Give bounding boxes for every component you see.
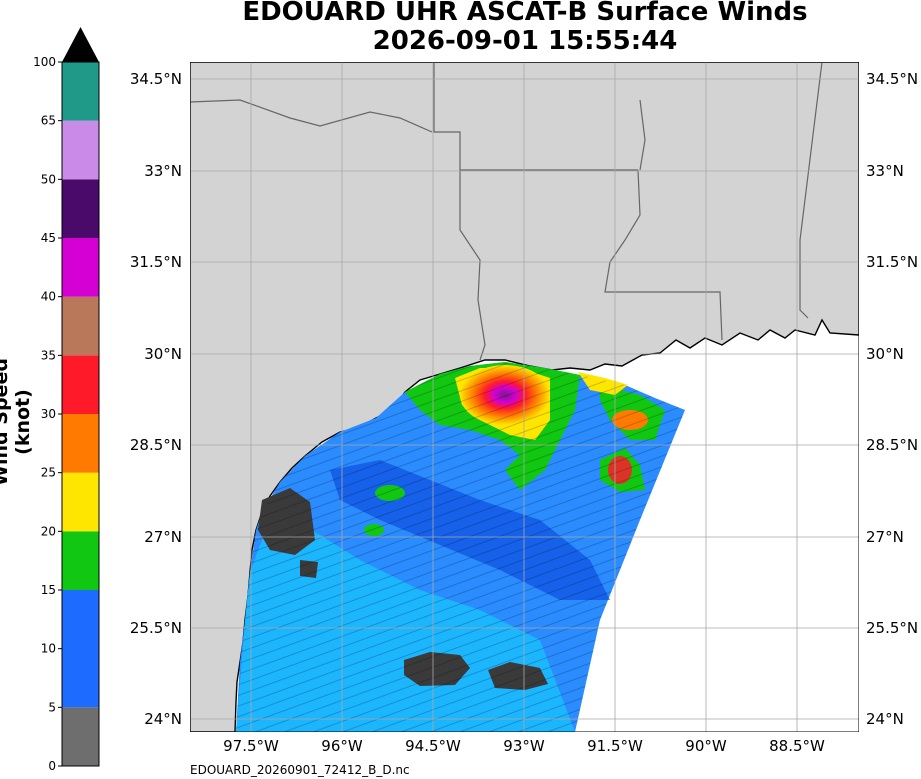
source-filename: EDOUARD_20260901_72412_B_D.nc (190, 763, 410, 777)
colorbar-tick-label: 25 (41, 466, 56, 480)
latitude-label: 33°N (144, 162, 182, 180)
latitude-label: 28.5°N (130, 436, 182, 454)
longitude-labels: 97.5°W 96°W 94.5°W 93°W 91.5°W 90°W 88.5°W (223, 737, 825, 755)
colorbar-tick-label: 30 (41, 407, 56, 421)
longitude-label: 96°W (321, 737, 363, 755)
colorbar-extend-arrow (62, 27, 99, 62)
gridlines (190, 62, 859, 732)
colorbar-segment (62, 707, 99, 766)
longitude-label: 91.5°W (587, 737, 643, 755)
colorbar-tick-label: 50 (41, 172, 56, 186)
colorbar-segment (62, 238, 99, 297)
latitude-label: 30°N (866, 345, 904, 363)
latitude-label: 31.5°N (130, 253, 182, 271)
longitude-label: 90°W (685, 737, 727, 755)
colorbar-segment (62, 179, 99, 238)
latitude-label: 25.5°N (130, 619, 182, 637)
colorbar-tick-label: 15 (41, 583, 56, 597)
longitude-label: 88.5°W (769, 737, 825, 755)
colorbar-segment (62, 590, 99, 708)
colorbar-tick-label: 35 (41, 348, 56, 362)
map-panel (190, 62, 859, 732)
latitude-label: 27°N (144, 528, 182, 546)
latitude-label: 31.5°N (866, 253, 918, 271)
latitude-label: 27°N (866, 528, 904, 546)
colorbar (61, 61, 100, 767)
colorbar-ticks: 0 5 10 15 20 25 30 35 40 45 50 65 100 (33, 55, 62, 773)
colorbar-tick-label: 5 (48, 700, 56, 714)
colorbar-tick-label: 65 (41, 114, 56, 128)
latitude-label: 33°N (866, 162, 904, 180)
title-line-1: EDOUARD UHR ASCAT-B Surface Winds (242, 0, 808, 27)
colorbar-tick-label: 0 (48, 759, 56, 773)
colorbar-segment (62, 531, 99, 590)
longitude-label: 93°W (503, 737, 545, 755)
latitude-label: 24°N (866, 710, 904, 728)
map-title: EDOUARD UHR ASCAT-B Surface Winds 2026-0… (190, 0, 860, 56)
colorbar-tick-label: 20 (41, 524, 56, 538)
latitude-label: 28.5°N (866, 436, 918, 454)
latitude-label: 30°N (144, 345, 182, 363)
latitude-labels-left: 34.5°N 33°N 31.5°N 30°N 28.5°N 27°N 25.5°N 24°N (130, 70, 182, 728)
latitude-label: 24°N (144, 710, 182, 728)
latitude-label: 34.5°N (130, 70, 182, 88)
title-line-2: 2026-09-01 15:55:44 (372, 26, 678, 56)
longitude-label: 97.5°W (223, 737, 279, 755)
colorbar-tick-label: 10 (41, 642, 56, 656)
colorbar-segment (62, 120, 99, 180)
latitude-label: 34.5°N (866, 70, 918, 88)
latitude-labels-right: 34.5°N 33°N 31.5°N 30°N 28.5°N 27°N 25.5°N 24°N (866, 70, 918, 728)
wind-swath (236, 362, 685, 732)
colorbar-segment (62, 296, 99, 356)
colorbar-segment (62, 62, 99, 121)
colorbar-tick-label: 100 (33, 55, 56, 69)
colorbar-segment (62, 414, 99, 473)
colorbar-tick-label: 45 (41, 231, 56, 245)
colorbar-segment (62, 355, 99, 414)
longitude-label: 94.5°W (405, 737, 461, 755)
latitude-label: 25.5°N (866, 619, 918, 637)
colorbar-segment (62, 472, 99, 532)
colorbar-tick-label: 40 (41, 290, 56, 304)
